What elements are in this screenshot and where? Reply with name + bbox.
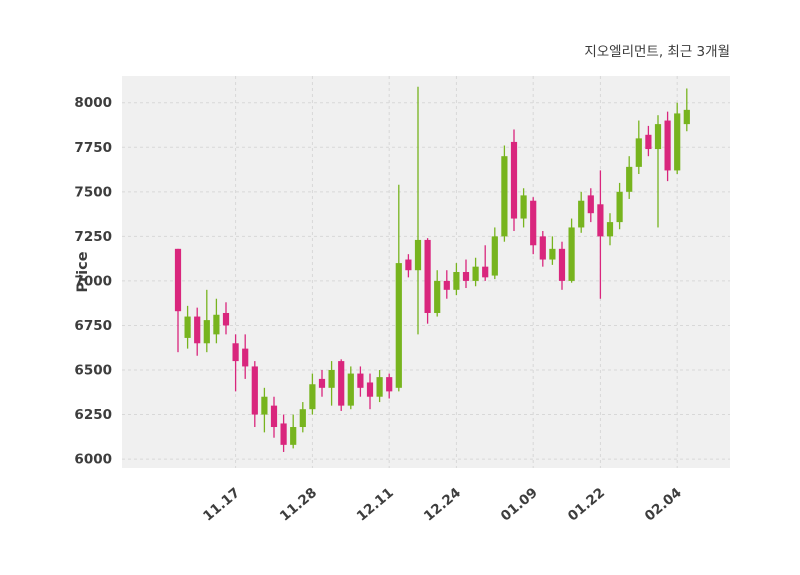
candle-body (194, 316, 201, 344)
candle-body (174, 248, 182, 312)
candle-body (539, 236, 546, 260)
candle-body (587, 195, 594, 214)
candle-body (347, 373, 354, 406)
candle-body (328, 370, 335, 388)
candle-body (203, 320, 210, 344)
candle-body (395, 263, 402, 388)
candle-body (184, 316, 191, 338)
candle-body (290, 427, 297, 445)
candle-body (261, 396, 268, 415)
candle-body (530, 200, 537, 246)
chart-title: 지오엘리먼트, 최근 3개월 (584, 44, 730, 60)
candle-body (222, 312, 230, 326)
candle-body (549, 248, 556, 260)
candle-body (424, 239, 431, 313)
candle-body (453, 272, 460, 290)
candle-body (606, 222, 614, 237)
y-tick-label: 8000 (74, 95, 112, 111)
candle-body (443, 280, 450, 290)
candle-body (299, 409, 306, 428)
y-tick-label: 7000 (74, 273, 112, 289)
candle-body (482, 266, 489, 278)
candle-body (472, 266, 479, 281)
candle-body (405, 259, 412, 271)
candle-body (558, 248, 566, 281)
candle-body (338, 361, 345, 406)
candle-body (434, 280, 441, 313)
candle-body (251, 366, 258, 415)
candle-body (664, 120, 671, 171)
candle-body (414, 239, 422, 271)
y-axis-ticks: 6000 6250 6500 6750 7000 7250 7500 7750 8000 (74, 95, 112, 467)
candle-body (635, 138, 642, 167)
candle-body (674, 113, 681, 171)
y-tick-label: 7750 (74, 140, 112, 156)
y-tick-label: 6250 (74, 407, 112, 423)
y-tick-label: 6000 (74, 452, 112, 468)
candle-body (357, 373, 364, 388)
candle-body (366, 382, 374, 397)
candle-body (645, 134, 652, 150)
candle-body (491, 236, 498, 276)
candle-body (270, 405, 278, 428)
y-tick-label: 6750 (74, 318, 112, 334)
candle-body (213, 314, 220, 335)
y-tick-label: 7500 (74, 184, 112, 200)
candle-body (376, 377, 383, 397)
candle-body (578, 200, 585, 228)
candle-body (242, 348, 249, 367)
candle-body (616, 191, 623, 223)
candle-body (462, 272, 470, 281)
candle-body (309, 384, 316, 410)
candle-body (654, 124, 662, 150)
candle-body (318, 378, 326, 388)
candle-body (510, 141, 518, 219)
candle-body (597, 204, 604, 237)
y-tick-label: 6500 (74, 363, 112, 379)
candle-body (501, 156, 508, 237)
candle-body (280, 423, 287, 445)
y-axis-label: Price (75, 251, 91, 292)
candle-series (174, 86, 690, 452)
y-tick-label: 7250 (74, 229, 112, 245)
candle-body (232, 343, 239, 362)
candle-body (626, 166, 633, 192)
candle-body (568, 227, 575, 281)
gridlines (122, 76, 730, 468)
candle-body (683, 109, 690, 125)
candle-body (520, 195, 527, 219)
candle-body (386, 377, 393, 392)
